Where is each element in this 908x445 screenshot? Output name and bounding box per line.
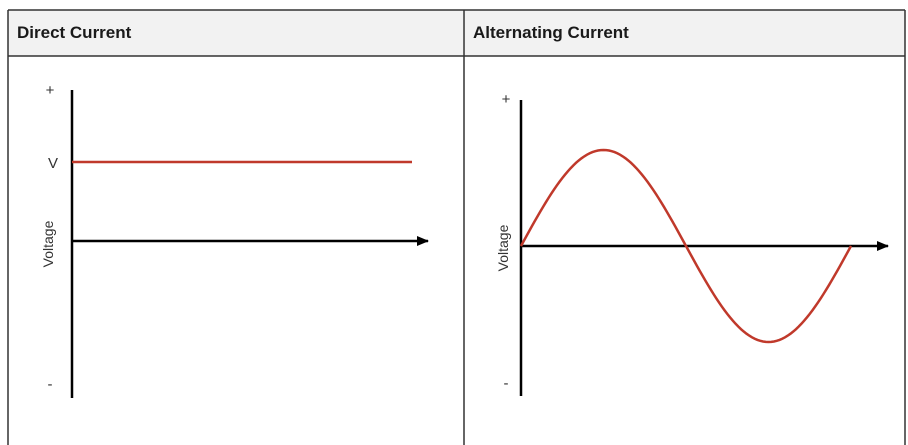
- header-cell-direct-current: Direct Current: [8, 10, 463, 56]
- dc-voltage-axis-label: Voltage: [40, 220, 56, 267]
- ac-minus-label: -: [504, 375, 509, 392]
- dc-minus-label: -: [48, 376, 53, 393]
- ac-voltage-axis-label: Voltage: [495, 224, 511, 271]
- ac-graph: + Voltage -: [495, 91, 889, 396]
- dc-plus-label: +: [46, 82, 55, 99]
- ac-sine-wave: [519, 148, 853, 344]
- header-direct-current: Direct Current: [17, 23, 132, 42]
- ac-plus-label: +: [502, 91, 511, 108]
- dc-graph: + V Voltage -: [40, 82, 429, 398]
- dc-v-label: V: [48, 155, 58, 172]
- table-borders: [7, 9, 906, 445]
- header-cell-alternating-current: Alternating Current: [464, 10, 905, 56]
- header-alternating-current: Alternating Current: [473, 23, 629, 42]
